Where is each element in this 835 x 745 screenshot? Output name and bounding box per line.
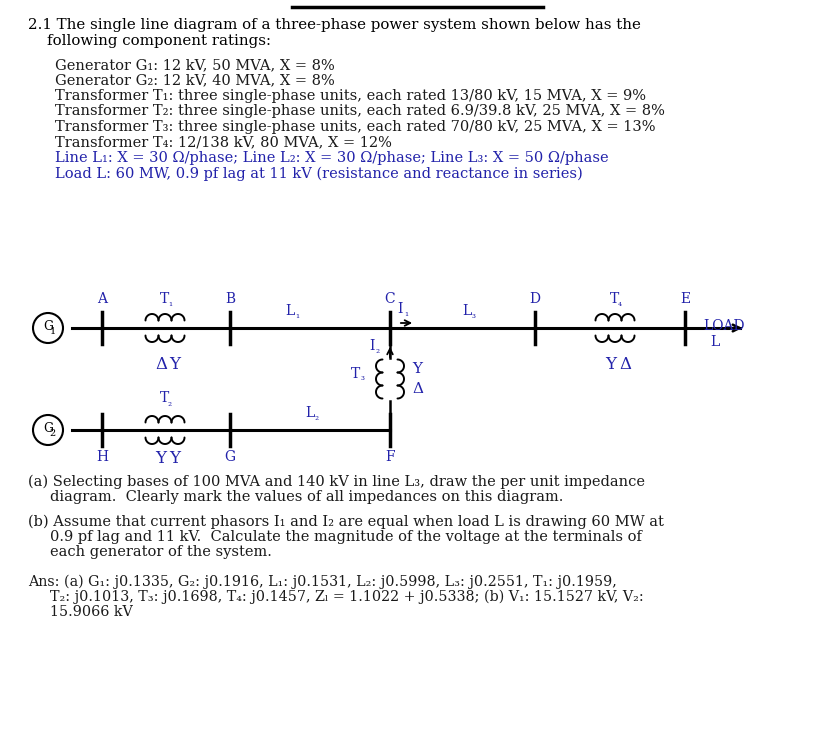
Text: Y: Y [170, 450, 180, 467]
Text: Y: Y [412, 362, 422, 376]
Text: I: I [397, 302, 402, 316]
Text: ₁: ₁ [404, 309, 408, 318]
Text: ₂: ₂ [315, 413, 319, 422]
Text: T₂: j0.1013, T₃: j0.1698, T₄: j0.1457, Zₗ = 1.1022 + j0.5338; (b) V₁: 15.1527 kV: T₂: j0.1013, T₃: j0.1698, T₄: j0.1457, Z… [50, 590, 644, 604]
Text: L: L [286, 304, 295, 318]
Text: ₁: ₁ [295, 311, 299, 320]
Text: G: G [43, 422, 53, 436]
Text: L: L [463, 304, 472, 318]
Text: ₃: ₃ [361, 372, 365, 381]
Text: (a) Selecting bases of 100 MVA and 140 kV in line L₃, draw the per unit impedanc: (a) Selecting bases of 100 MVA and 140 k… [28, 475, 645, 489]
Text: Line L₁: X = 30 Ω/phase; Line L₂: X = 30 Ω/phase; Line L₃: X = 50 Ω/phase: Line L₁: X = 30 Ω/phase; Line L₂: X = 30… [55, 151, 609, 165]
Text: D: D [529, 292, 540, 306]
Text: G: G [43, 320, 53, 334]
Text: A: A [97, 292, 107, 306]
Text: Δ: Δ [619, 356, 631, 373]
Text: Generator G₂: 12 kV, 40 MVA, X = 8%: Generator G₂: 12 kV, 40 MVA, X = 8% [55, 74, 335, 87]
Text: Transformer T₃: three single-phase units, each rated 70/80 kV, 25 MVA, X = 13%: Transformer T₃: three single-phase units… [55, 120, 655, 134]
Text: (b) Assume that current phasors I₁ and I₂ are equal when load L is drawing 60 MW: (b) Assume that current phasors I₁ and I… [28, 515, 664, 530]
Text: E: E [680, 292, 690, 306]
Text: ₃: ₃ [472, 311, 476, 320]
Text: T: T [610, 292, 620, 306]
Text: each generator of the system.: each generator of the system. [50, 545, 272, 559]
Text: ₁: ₁ [168, 299, 172, 308]
Text: 0.9 pf lag and 11 kV.  Calculate the magnitude of the voltage at the terminals o: 0.9 pf lag and 11 kV. Calculate the magn… [50, 530, 642, 544]
Text: Generator G₁: 12 kV, 50 MVA, X = 8%: Generator G₁: 12 kV, 50 MVA, X = 8% [55, 58, 335, 72]
Text: G: G [225, 450, 235, 464]
Text: Load L: 60 MW, 0.9 pf lag at 11 kV (resistance and reactance in series): Load L: 60 MW, 0.9 pf lag at 11 kV (resi… [55, 166, 583, 181]
Text: Y: Y [605, 356, 616, 373]
Text: following component ratings:: following component ratings: [28, 34, 271, 48]
Text: Transformer T₄: 12/138 kV, 80 MVA, X = 12%: Transformer T₄: 12/138 kV, 80 MVA, X = 1… [55, 136, 392, 150]
Text: F: F [385, 450, 395, 464]
Text: Δ: Δ [412, 382, 423, 396]
Text: T: T [160, 391, 170, 405]
Text: H: H [96, 450, 108, 464]
Text: Y: Y [155, 450, 166, 467]
Text: ₂: ₂ [376, 346, 380, 355]
Text: Transformer T₁: three single-phase units, each rated 13/80 kV, 15 MVA, X = 9%: Transformer T₁: three single-phase units… [55, 89, 646, 103]
Text: L: L [711, 335, 720, 349]
Text: ₄: ₄ [618, 299, 622, 308]
Text: T: T [160, 292, 170, 306]
Text: 15.9066 kV: 15.9066 kV [50, 605, 133, 619]
Text: 2: 2 [50, 430, 56, 439]
Text: B: B [225, 292, 235, 306]
Text: diagram.  Clearly mark the values of all impedances on this diagram.: diagram. Clearly mark the values of all … [50, 490, 564, 504]
Text: Δ: Δ [155, 356, 167, 373]
Text: L: L [306, 406, 315, 420]
Text: ₂: ₂ [168, 399, 172, 408]
Text: Transformer T₂: three single-phase units, each rated 6.9/39.8 kV, 25 MVA, X = 8%: Transformer T₂: three single-phase units… [55, 104, 665, 118]
Text: 2.1 The single line diagram of a three-phase power system shown below has the: 2.1 The single line diagram of a three-p… [28, 18, 641, 32]
Text: 1: 1 [50, 328, 56, 337]
Text: Y: Y [170, 356, 180, 373]
Text: T: T [351, 367, 360, 381]
Text: LOAD: LOAD [703, 319, 745, 333]
Text: I: I [369, 339, 375, 353]
Text: C: C [385, 292, 395, 306]
Text: Ans: (a) G₁: j0.1335, G₂: j0.1916, L₁: j0.1531, L₂: j0.5998, L₃: j0.2551, T₁: j0: Ans: (a) G₁: j0.1335, G₂: j0.1916, L₁: j… [28, 575, 617, 589]
